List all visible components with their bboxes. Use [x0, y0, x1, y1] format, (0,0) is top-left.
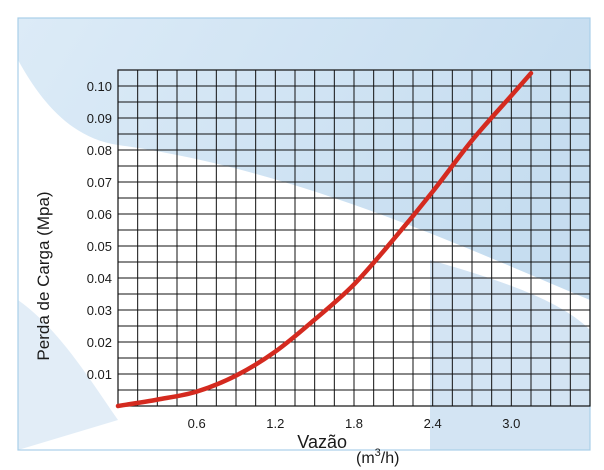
plot-border — [117, 69, 591, 407]
plot-area: 0.01 0.02 0.03 0.04 0.05 0.06 0.07 0.08 0.09 0.10… — [87, 69, 591, 431]
y-axis-label: Perda de Carga (Mpa) — [34, 191, 53, 360]
y-tick-label: 0.05 — [87, 239, 112, 254]
x-tick-label: 0.6 — [188, 416, 206, 431]
y-tick-label: 0.01 — [87, 367, 112, 382]
x-axis-unit-sup: 3 — [375, 447, 381, 459]
x-axis-unit-suffix: /h) — [381, 450, 400, 467]
y-tick-label: 0.07 — [87, 175, 112, 190]
x-axis-label-text: Vazão — [297, 432, 347, 452]
y-tick-label: 0.08 — [87, 143, 112, 158]
x-axis-unit: (m3/h) — [356, 447, 399, 467]
x-tick-label: 1.8 — [345, 416, 363, 431]
y-tick-label: 0.06 — [87, 207, 112, 222]
x-axis-unit-prefix: (m — [356, 450, 375, 467]
series-line — [115, 70, 534, 409]
x-tick-label: 3.0 — [502, 416, 520, 431]
x-tick-label: 2.4 — [424, 416, 442, 431]
x-tick-label: 1.2 — [266, 416, 284, 431]
y-tick-label: 0.02 — [87, 335, 112, 350]
y-tick-label: 0.04 — [87, 271, 112, 286]
y-tick-label: 0.09 — [87, 111, 112, 126]
y-tick-label: 0.10 — [87, 79, 112, 94]
x-axis-label: Vazão — [297, 432, 347, 452]
y-tick-label: 0.03 — [87, 303, 112, 318]
